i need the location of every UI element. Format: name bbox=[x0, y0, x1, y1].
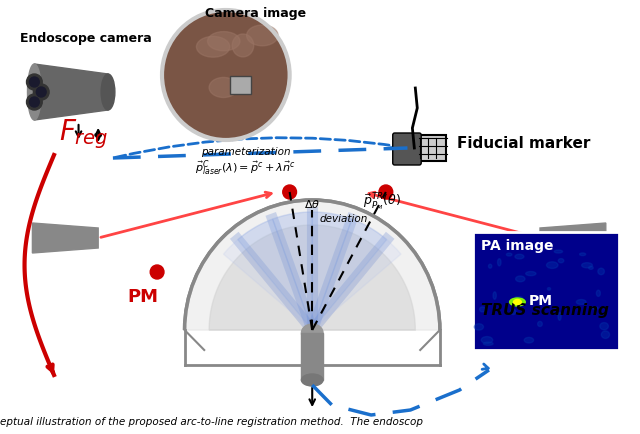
Ellipse shape bbox=[589, 266, 593, 270]
Circle shape bbox=[379, 185, 393, 199]
Circle shape bbox=[283, 185, 296, 199]
Ellipse shape bbox=[525, 272, 536, 276]
Ellipse shape bbox=[245, 80, 281, 101]
Text: PM: PM bbox=[529, 294, 553, 308]
Ellipse shape bbox=[200, 48, 223, 59]
Ellipse shape bbox=[488, 264, 492, 268]
Ellipse shape bbox=[524, 337, 534, 343]
Circle shape bbox=[26, 94, 42, 110]
Circle shape bbox=[162, 10, 290, 140]
Bar bbox=[301, 333, 323, 380]
Polygon shape bbox=[237, 219, 312, 330]
Polygon shape bbox=[312, 219, 387, 330]
Ellipse shape bbox=[481, 336, 493, 343]
Ellipse shape bbox=[600, 322, 609, 330]
Ellipse shape bbox=[301, 374, 323, 386]
Ellipse shape bbox=[598, 268, 604, 275]
Ellipse shape bbox=[28, 64, 41, 120]
Polygon shape bbox=[273, 212, 312, 330]
Ellipse shape bbox=[101, 74, 115, 110]
Text: $\Delta\theta$: $\Delta\theta$ bbox=[305, 198, 321, 210]
Ellipse shape bbox=[483, 342, 493, 345]
Polygon shape bbox=[312, 212, 352, 330]
Ellipse shape bbox=[509, 298, 525, 306]
Ellipse shape bbox=[596, 290, 600, 296]
Polygon shape bbox=[209, 225, 415, 330]
Circle shape bbox=[29, 77, 39, 87]
FancyBboxPatch shape bbox=[230, 76, 252, 94]
Circle shape bbox=[26, 74, 42, 90]
Bar bbox=[473, 232, 618, 350]
Ellipse shape bbox=[513, 299, 522, 305]
Ellipse shape bbox=[514, 297, 518, 304]
Ellipse shape bbox=[221, 48, 267, 66]
Ellipse shape bbox=[577, 299, 586, 305]
Ellipse shape bbox=[582, 263, 593, 268]
Ellipse shape bbox=[474, 324, 483, 330]
Text: Camera image: Camera image bbox=[205, 7, 306, 20]
Ellipse shape bbox=[510, 309, 516, 315]
FancyBboxPatch shape bbox=[393, 133, 421, 165]
Ellipse shape bbox=[602, 331, 609, 339]
Polygon shape bbox=[33, 223, 98, 253]
Text: $F_{reg}$: $F_{reg}$ bbox=[59, 117, 108, 151]
Text: Fiducial marker: Fiducial marker bbox=[456, 135, 590, 151]
Ellipse shape bbox=[515, 254, 524, 259]
Polygon shape bbox=[540, 223, 606, 253]
Ellipse shape bbox=[227, 87, 252, 102]
Ellipse shape bbox=[516, 296, 523, 300]
Ellipse shape bbox=[592, 307, 598, 309]
Circle shape bbox=[29, 97, 39, 107]
Ellipse shape bbox=[493, 292, 496, 299]
Wedge shape bbox=[223, 212, 401, 330]
Polygon shape bbox=[184, 200, 440, 330]
Circle shape bbox=[36, 87, 46, 97]
Circle shape bbox=[33, 84, 49, 100]
FancyBboxPatch shape bbox=[416, 135, 445, 161]
Ellipse shape bbox=[479, 307, 485, 312]
Ellipse shape bbox=[506, 253, 512, 256]
Text: parameterization: parameterization bbox=[201, 147, 291, 157]
Ellipse shape bbox=[497, 259, 501, 266]
Polygon shape bbox=[35, 64, 108, 120]
Text: PA image: PA image bbox=[481, 239, 554, 253]
Text: TRUS scanning: TRUS scanning bbox=[481, 303, 609, 318]
Text: eptual illustration of the proposed arc-to-line registration method.  The endosc: eptual illustration of the proposed arc-… bbox=[0, 417, 423, 427]
Ellipse shape bbox=[547, 262, 558, 269]
Text: deviation: deviation bbox=[319, 214, 367, 224]
Ellipse shape bbox=[554, 250, 563, 253]
Ellipse shape bbox=[558, 312, 561, 320]
Ellipse shape bbox=[516, 276, 525, 282]
Text: Endoscope camera: Endoscope camera bbox=[20, 32, 152, 45]
Ellipse shape bbox=[547, 288, 550, 290]
Ellipse shape bbox=[301, 324, 323, 342]
Text: $\vec{p}^C_{laser}(\lambda)=\vec{p}^c+\lambda\vec{n}^c$: $\vec{p}^C_{laser}(\lambda)=\vec{p}^c+\l… bbox=[195, 159, 296, 178]
Circle shape bbox=[150, 265, 164, 279]
Text: $\vec{p}^{TR}_{P_M}(\theta)$: $\vec{p}^{TR}_{P_M}(\theta)$ bbox=[364, 191, 401, 213]
Text: PM: PM bbox=[127, 288, 159, 306]
Ellipse shape bbox=[538, 322, 542, 326]
Ellipse shape bbox=[204, 30, 242, 50]
Ellipse shape bbox=[558, 259, 564, 263]
Ellipse shape bbox=[580, 253, 586, 256]
Circle shape bbox=[164, 12, 287, 138]
